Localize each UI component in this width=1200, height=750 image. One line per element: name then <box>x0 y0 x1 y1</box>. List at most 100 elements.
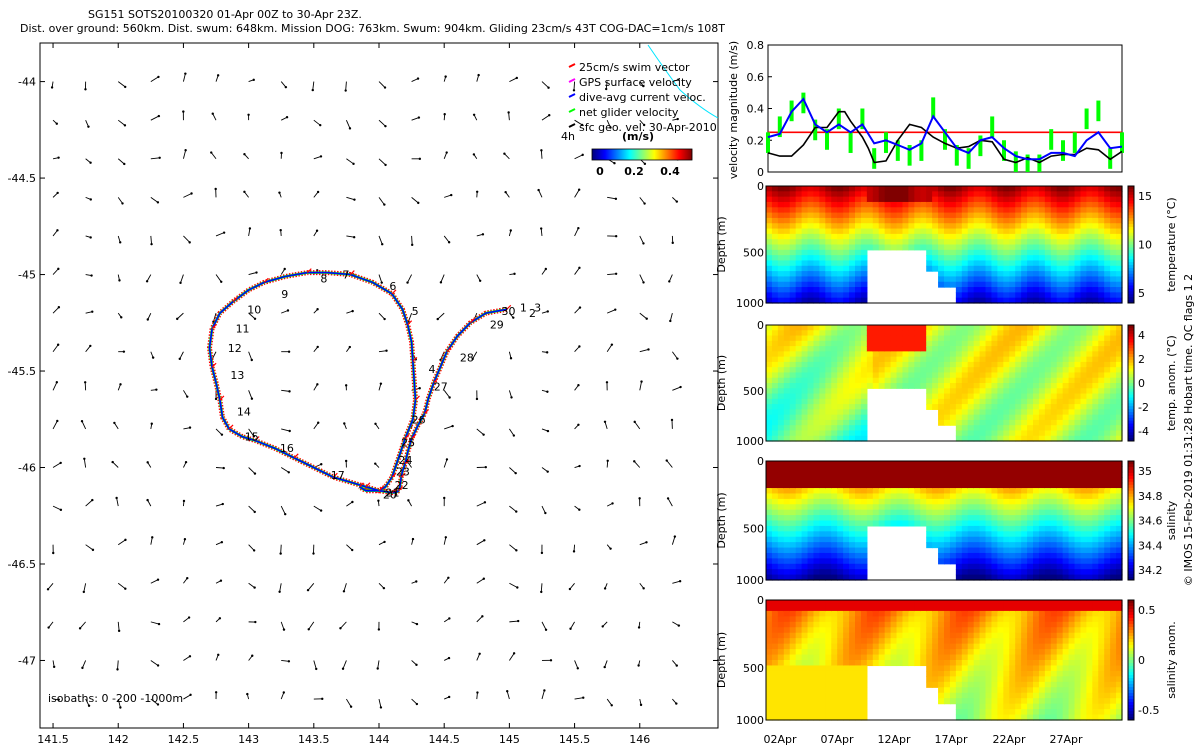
heatmap-cell <box>890 217 898 224</box>
swim-vector <box>424 409 430 414</box>
heatmap-cell <box>777 292 785 299</box>
heatmap-cell <box>1009 542 1016 549</box>
heatmap-cell <box>813 292 820 299</box>
heatmap-cell <box>1110 325 1117 331</box>
heatmap-cell <box>1056 425 1064 432</box>
heatmap-cell <box>1015 196 1022 203</box>
heatmap-cell <box>819 654 826 661</box>
heatmap-cell <box>1044 212 1052 219</box>
heatmap-cell <box>843 388 850 395</box>
heatmap-cell <box>1092 419 1099 426</box>
heatmap-cell <box>949 372 957 379</box>
colorbar-cell <box>658 149 660 160</box>
heatmap-cell <box>1009 520 1016 527</box>
heatmap-cell <box>825 563 832 570</box>
heatmap-cell <box>896 196 904 203</box>
heatmap-cell <box>1003 569 1010 576</box>
heatmap-cell <box>837 330 844 337</box>
current-arrow <box>52 306 60 314</box>
heatmap-cell <box>807 547 815 554</box>
heatmap-cell <box>831 292 838 299</box>
heatmap-cell <box>991 186 998 192</box>
heatmap-cell <box>991 265 998 272</box>
heatmap-cell <box>1062 482 1070 489</box>
heatmap-cell <box>771 356 779 363</box>
current-arrow-head <box>288 390 291 393</box>
heatmap-cell <box>795 600 803 607</box>
net-velocity-bar <box>1049 129 1054 150</box>
heatmap-cell <box>985 271 993 278</box>
heatmap-cell <box>795 212 803 219</box>
heatmap-cell <box>1092 297 1099 304</box>
heatmap-cell <box>771 330 779 337</box>
heatmap-cell <box>1116 186 1123 192</box>
current-arrow-head <box>124 85 127 89</box>
heatmap-cell <box>890 196 898 203</box>
heatmap-cell <box>837 340 844 347</box>
heatmap-cell <box>795 435 803 442</box>
heatmap-cell <box>1116 414 1123 421</box>
heatmap-cell <box>807 660 815 667</box>
heatmap-cell <box>979 228 987 235</box>
heatmap-cell <box>825 542 832 549</box>
heatmap-cell <box>1009 531 1016 538</box>
current-arrow <box>346 501 353 507</box>
heatmap-cell <box>1074 325 1082 331</box>
heatmap-cell <box>1086 191 1093 198</box>
heatmap-cell <box>1021 466 1028 473</box>
heatmap-cell <box>1068 297 1076 304</box>
heatmap-cell <box>967 196 975 203</box>
heatmap-cell <box>777 525 785 532</box>
heatmap-cell <box>944 482 951 489</box>
heatmap-cell <box>1092 531 1099 538</box>
heatmap-cell <box>890 346 898 352</box>
heatmap-colorbar-tick-label: 15 <box>1138 190 1152 203</box>
heatmap-cell <box>860 281 868 288</box>
heatmap-cell <box>777 330 785 337</box>
current-arrow-head <box>121 202 124 205</box>
heatmap-cell <box>1027 255 1034 262</box>
heatmap-cell <box>932 265 939 272</box>
heatmap-cell <box>979 558 987 565</box>
colorbar-cell <box>600 149 602 160</box>
heatmap-cell <box>1033 388 1040 395</box>
heatmap-cell <box>777 217 785 224</box>
heatmap-cell <box>831 515 838 522</box>
heatmap-cell <box>1098 435 1105 442</box>
heatmap-cell <box>1110 525 1117 532</box>
heatmap-cell <box>795 574 803 581</box>
heatmap-cell <box>991 207 998 214</box>
heatmap-cell <box>771 563 779 570</box>
heatmap-cell <box>789 504 797 511</box>
heatmap-cell <box>926 477 933 484</box>
current-arrow-head <box>512 652 516 655</box>
heatmap-cell <box>819 605 826 612</box>
heatmap-cell <box>1086 542 1093 549</box>
map-y-tick-label: -47 <box>18 654 36 667</box>
heatmap-cell <box>813 346 820 352</box>
day-label: 5 <box>412 305 419 318</box>
heatmap-cell <box>896 228 904 235</box>
heatmap-cell <box>831 330 838 337</box>
heatmap-cell <box>855 482 862 489</box>
heatmap-cell <box>973 276 981 283</box>
heatmap-cell <box>831 616 838 623</box>
heatmap-cell <box>801 191 809 198</box>
heatmap-cell <box>1092 361 1099 368</box>
heatmap-cell <box>849 330 856 337</box>
heatmap-cell <box>789 325 797 331</box>
heatmap-cell <box>961 531 969 538</box>
current-arrow <box>476 578 485 584</box>
heatmap-cell <box>991 325 998 331</box>
heatmap-colorbar-cell <box>1128 377 1134 381</box>
heatmap-cell <box>1110 383 1117 389</box>
heatmap-cell <box>991 356 998 363</box>
current-arrow-head <box>383 540 386 544</box>
heatmap-cell <box>866 186 874 192</box>
heatmap-cell <box>1015 414 1022 421</box>
heatmap-cell <box>1015 430 1022 437</box>
heatmap-cell <box>801 271 809 278</box>
current-arrow-head <box>513 272 516 276</box>
heatmap-cell <box>973 482 981 489</box>
heatmap-cell <box>1009 409 1016 416</box>
